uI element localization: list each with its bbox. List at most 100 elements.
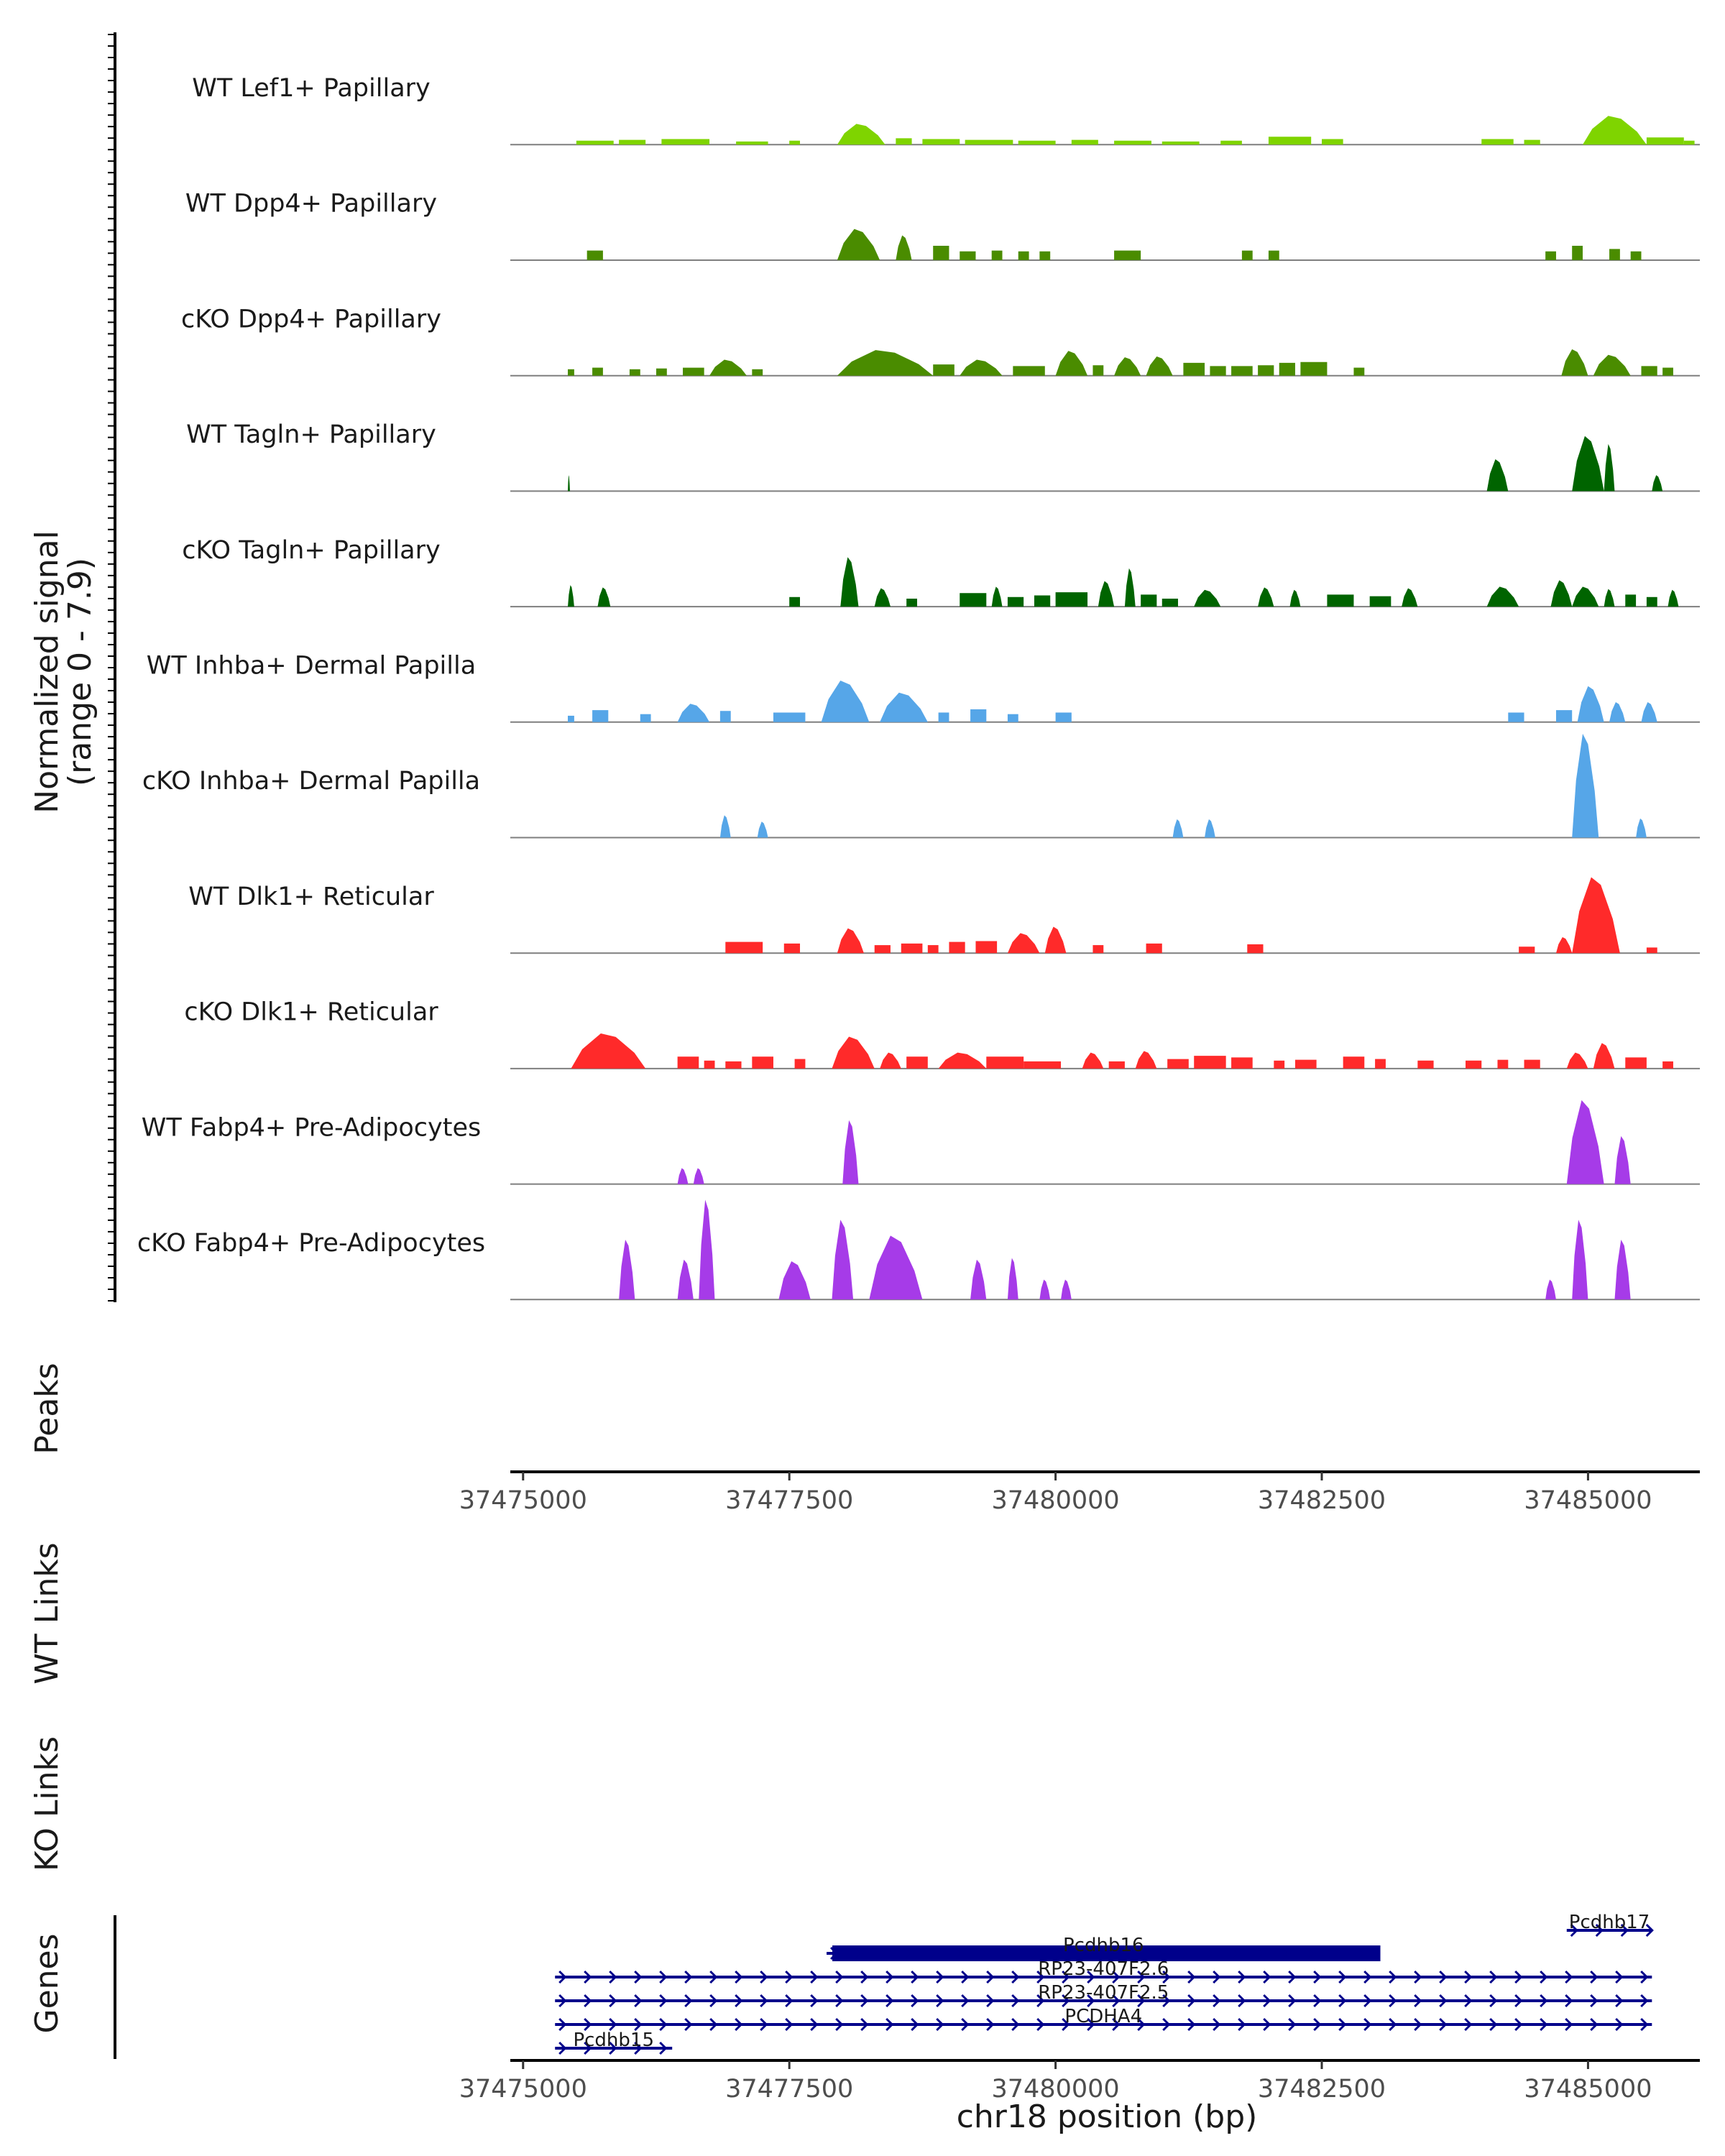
strand-arrow [1087,1970,1095,1984]
signal-peak [1071,139,1098,145]
strand-arrow [1565,1970,1573,1984]
signal-peak [619,139,646,145]
strand-arrow [659,1970,668,1984]
signal-peak [1343,1056,1365,1069]
signal-peak [1508,712,1524,722]
strand-arrow [1081,1946,1090,1961]
strand-arrow [1313,1970,1322,1984]
strand-arrow [709,2017,718,2032]
signal-peak [629,369,640,376]
strand-arrow [1187,1994,1196,2008]
signal-peak [1300,361,1328,376]
strand-arrow [911,2017,919,2032]
strand-arrow [1238,1970,1246,1984]
signal-peak [571,1033,646,1069]
signal-peak [568,369,574,376]
signal-peak [933,364,954,376]
signal-peak [1294,1059,1317,1069]
strand-arrow [1232,1946,1241,1961]
signal-peak [1258,365,1274,376]
signal-peak [1007,596,1024,607]
strand-arrow [558,1994,567,2008]
signal-peak [821,681,870,722]
signal-peak [1055,712,1072,722]
strand-arrow [1187,1970,1196,1984]
strand-arrow [1006,1946,1015,1961]
signal-peak [1417,1060,1434,1069]
strand-arrow [659,2017,668,2032]
signal-peak [933,246,949,260]
signal-peak [1220,140,1242,145]
track-label: WT Inhba+ Dermal Papilla [147,652,476,681]
strand-arrow [986,1970,995,1984]
track-3: cKO Dpp4+ Papillary [181,305,1700,377]
strand-arrow [1036,1994,1045,2008]
signal-peak [1481,139,1514,145]
signal-peak [1662,1061,1673,1069]
signal-peak [896,235,912,260]
signal-peak [1683,140,1695,145]
strand-arrow [860,1994,869,2008]
gene-label: RP23-407F2.6 [1038,1958,1169,1980]
signal-peak [1141,594,1157,607]
strand-arrow [1540,1970,1548,1984]
strand-arrow [684,1970,693,1984]
track-label: WT Tagln+ Papillary [186,420,436,449]
signal-peak [960,251,976,260]
signal-peak [725,941,763,954]
gene-4: RP23-407F2.5 [555,1982,1652,2008]
signal-peak [1274,1060,1285,1069]
strand-arrow [1011,1970,1020,1984]
signal-peak [1327,594,1354,607]
strand-arrow [609,1970,617,1984]
signal-peak [1625,594,1637,607]
signal-peak [1572,586,1599,607]
gene-exon [832,1945,1381,1961]
signal-peak [568,585,574,607]
signal-peak [1519,946,1535,954]
signal-peak [1577,686,1604,722]
signal-peak [1662,367,1673,376]
strand-arrow [709,1994,718,2008]
strand-arrow [1036,2017,1045,2032]
x-tick-label: 37477500 [725,2075,853,2104]
signal-peak [1162,598,1178,607]
signal-peak [880,1052,901,1069]
track-label: cKO Inhba+ Dermal Papilla [142,767,480,796]
signal-peak [874,588,891,607]
x-tick-label: 37482500 [1258,1486,1386,1515]
signal-peak [938,712,949,722]
strand-arrow [1062,2017,1070,2032]
strand-arrow [886,1970,894,1984]
strand-arrow [1540,2017,1548,2032]
signal-peak [757,821,768,838]
strand-arrow [1645,1923,1654,1938]
strand-arrow [1414,1994,1422,2008]
signal-peak [1604,589,1615,607]
signal-peak [586,250,603,260]
strand-arrow [1590,1994,1598,2008]
x-tick-label: 37485000 [1524,1486,1652,1515]
signal-peak [1593,1043,1615,1069]
strand-arrow [558,2017,567,2032]
signal-peak [1007,714,1018,722]
panel-label: KO Links [29,1736,65,1871]
strand-arrow [1137,1994,1146,2008]
signal-peak [991,250,1003,260]
signal-peak [709,359,747,376]
track-label: WT Dlk1+ Reticular [188,883,434,911]
strand-arrow [634,1970,643,1984]
strand-arrow [961,1970,970,1984]
strand-arrow [735,1970,743,1984]
signal-peak [699,1199,715,1300]
strand-arrow [810,1994,819,2008]
track-8: WT Dlk1+ Reticular [188,877,1700,954]
strand-arrow [905,1946,914,1961]
signal-peak [752,369,763,376]
strand-arrow [1213,2017,1221,2032]
signal-peak [837,350,934,376]
gene-track: Pcdhb17 Pcdhb16RP23-407F2.6RP23-407F2.5PC… [555,1912,1654,2055]
signal-peak [1039,251,1051,260]
strand-arrow [1313,2017,1322,2032]
